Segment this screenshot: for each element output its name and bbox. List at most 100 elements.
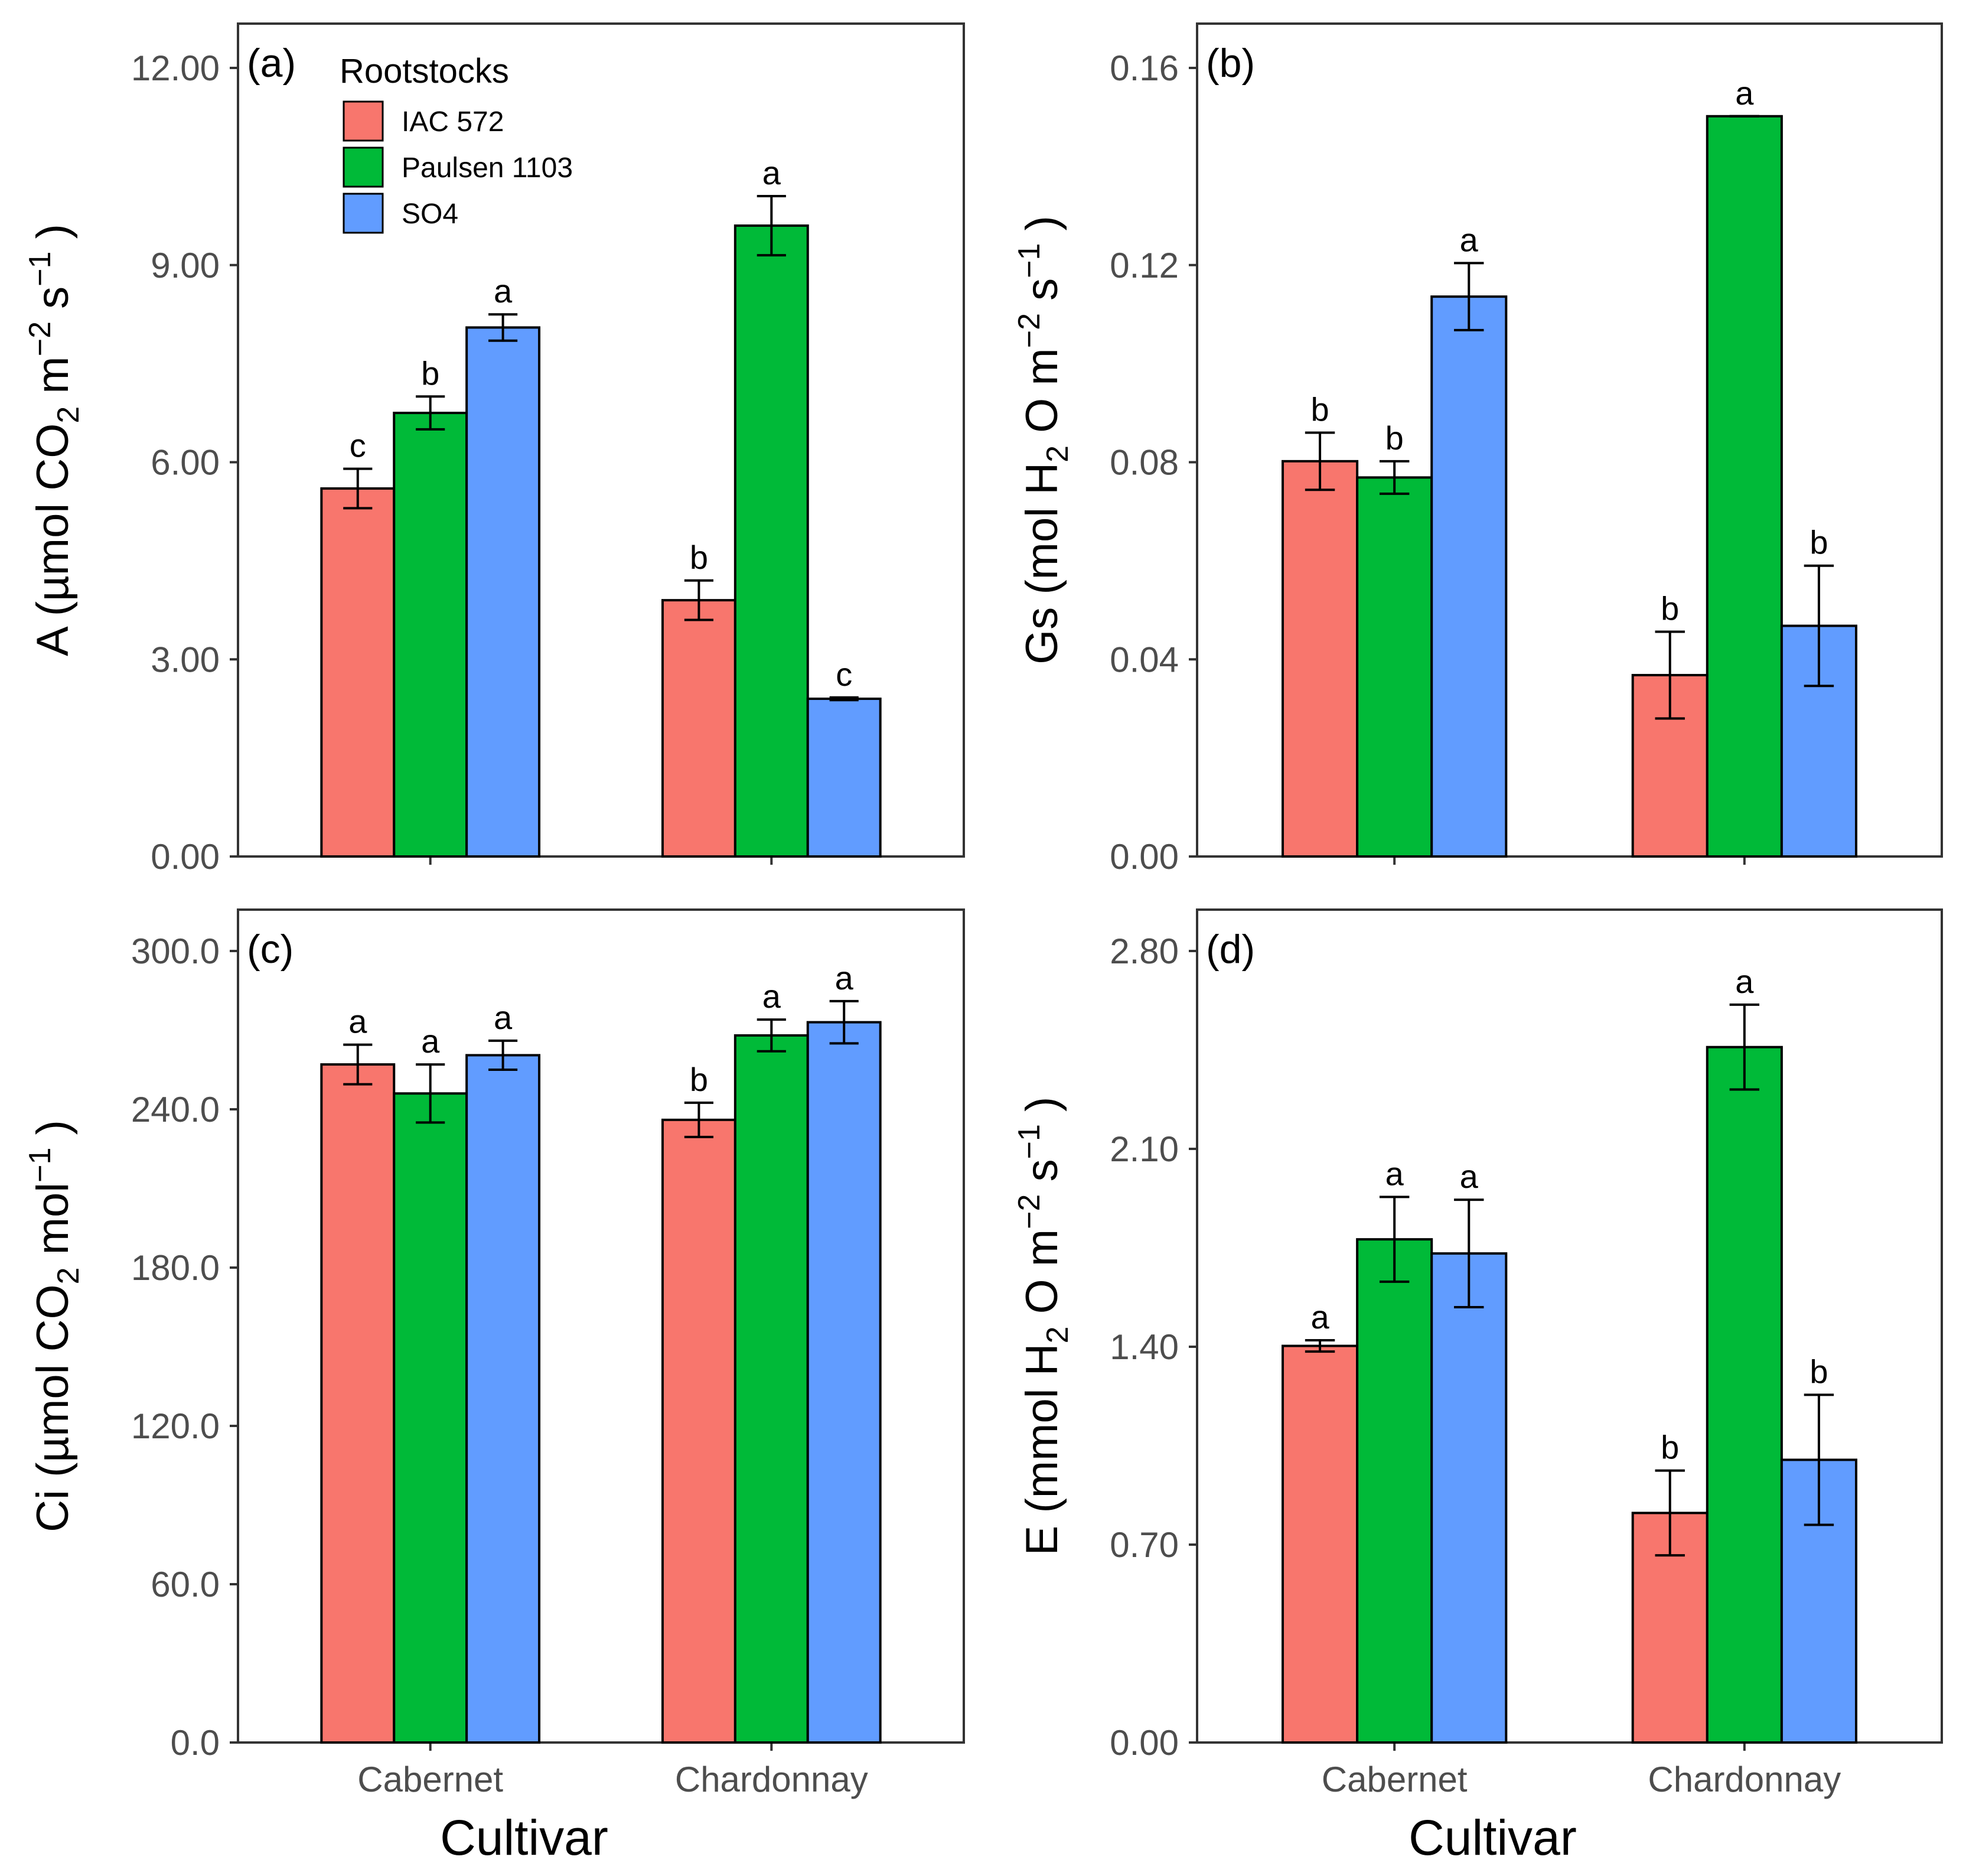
error-bar [757,194,786,257]
panel-border [237,908,965,1744]
bar-paulsen-1103-chardonnay [1706,115,1783,858]
bar-so4-cabernet [1430,1252,1508,1744]
significance-letter: a [494,999,513,1036]
y-axis-label: E (mmol H2 O m−2 s−1 ) [1012,1097,1075,1556]
significance-letter: b [1310,390,1329,428]
significance-letter: a [1735,74,1754,112]
significance-letter: a [1385,1155,1404,1192]
bar-iac-572-cabernet [1282,460,1359,858]
x-tick-label: Chardonnay [675,1760,868,1799]
significance-letter: a [348,1003,367,1040]
y-tick-label: 0.16 [1110,48,1179,88]
x-axis-label: Cultivar [440,1810,608,1865]
panel-border [237,22,965,858]
y-tick-label: 0.04 [1110,640,1179,679]
bar-so4-chardonnay [806,698,882,858]
bar-iac-572-cabernet [320,487,396,858]
significance-letter: a [835,959,854,996]
significance-letter: a [762,978,781,1015]
y-tick-label: 1.40 [1110,1327,1179,1367]
significance-letter: a [762,154,781,191]
legend-label-paulsen-1103: Paulsen 1103 [402,152,573,184]
significance-letter: a [494,272,513,310]
panel-label: (c) [247,927,294,972]
y-tick-label: 0.0 [171,1723,220,1763]
y-tick-label: 240.0 [131,1090,220,1129]
y-tick-label: 180.0 [131,1248,220,1288]
y-tick-label: 2.10 [1110,1129,1179,1169]
y-tick-label: 2.80 [1110,932,1179,971]
significance-letter: b [1809,524,1828,561]
error-bar [1804,564,1834,688]
bar-paulsen-1103-cabernet [1356,1238,1433,1744]
bar-so4-chardonnay [806,1021,882,1744]
error-bar [488,1039,518,1071]
bar-paulsen-1103-chardonnay [1706,1046,1783,1744]
error-bar [343,467,373,510]
bar-paulsen-1103-cabernet [393,1092,468,1744]
bar-paulsen-1103-cabernet [1356,476,1433,858]
bar-iac-572-cabernet [1282,1344,1359,1744]
x-tick-label: Cabernet [357,1760,503,1799]
significance-letter: b [1809,1353,1828,1390]
significance-letter: b [690,539,708,576]
significance-letter: a [421,1022,440,1060]
y-tick-label: 300.0 [131,932,220,971]
error-bar [488,313,518,342]
y-axis-label: Gs (mol H2 O m−2 s−1 ) [1012,216,1075,665]
y-tick-label: 120.0 [131,1406,220,1446]
significance-letter: b [1661,1429,1679,1466]
error-bar [343,1043,373,1086]
legend-label-iac-572: IAC 572 [402,106,504,138]
legend-label-so4: SO4 [402,198,458,230]
y-axis-label: Ci (µmol CO2 mol−1 ) [23,1120,86,1532]
error-bar [684,579,713,621]
x-axis-label: Cultivar [1409,1810,1577,1865]
y-tick-label: 3.00 [151,640,220,679]
error-bar [684,1101,713,1138]
panel-border [1196,908,1943,1744]
y-tick-label: 60.0 [151,1565,220,1604]
significance-letter: c [350,427,366,464]
chart-panel-a: 0.00 3.00 6.00 9.00 12.00 c b a b a c (a) A (µmol CO… [23,22,965,877]
y-tick-label: 0.00 [1110,837,1179,877]
y-tick-label: 6.00 [151,443,220,483]
error-bar [416,395,445,431]
x-tick-label: Chardonnay [1648,1760,1841,1799]
significance-letter: a [1460,221,1479,258]
bar-paulsen-1103-chardonnay [733,1034,809,1744]
panel-label: (a) [247,41,296,86]
significance-letter: b [1385,419,1404,457]
x-tick-label: Cabernet [1322,1760,1468,1799]
y-tick-label: 0.70 [1110,1525,1179,1565]
significance-letter: a [1310,1298,1329,1336]
error-bar [1305,1338,1335,1353]
panel-label: (d) [1206,927,1255,972]
error-bar [1655,630,1685,720]
y-tick-label: 0.12 [1110,246,1179,285]
bar-iac-572-chardonnay [661,1118,736,1744]
y-tick-label: 9.00 [151,246,220,285]
chart-panel-c: 0.0 60.0 120.0 180.0 240.0 300.0 Cabernet a a a Ch… [23,908,965,1865]
y-tick-label: 12.00 [131,48,220,88]
legend-swatch-paulsen-1103 [343,146,384,188]
bar-paulsen-1103-chardonnay [733,224,809,858]
bar-iac-572-cabernet [320,1063,396,1744]
significance-letter: b [1661,590,1679,627]
bar-iac-572-chardonnay [661,599,736,858]
error-bar [757,1018,786,1053]
significance-letter: c [836,656,852,693]
error-bar [829,696,859,702]
significance-letter: b [421,354,439,392]
legend: Rootstocks IAC 572 Paulsen 1103 SO4 [340,52,573,234]
significance-letter: b [690,1061,708,1098]
panels: 0.00 3.00 6.00 9.00 12.00 c b a b a c (a) A (µmol CO… [23,22,1943,1865]
legend-title: Rootstocks [340,52,509,90]
error-bar [1305,431,1335,491]
bar-paulsen-1103-cabernet [393,412,468,858]
error-bar [1454,262,1484,331]
error-bar [1454,1198,1484,1308]
error-bar [1379,460,1410,495]
bar-so4-cabernet [465,326,541,858]
